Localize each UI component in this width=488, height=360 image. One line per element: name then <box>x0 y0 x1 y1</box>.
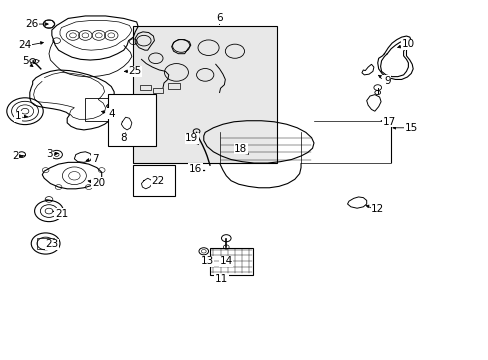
Bar <box>38 238 54 249</box>
Text: 20: 20 <box>92 178 105 188</box>
Bar <box>167 83 180 89</box>
Text: 25: 25 <box>128 66 142 76</box>
Bar <box>209 248 253 275</box>
Text: 1: 1 <box>15 112 21 121</box>
Text: 18: 18 <box>234 144 247 154</box>
Text: 6: 6 <box>216 13 223 23</box>
Text: 26: 26 <box>25 19 39 29</box>
Bar <box>133 26 277 163</box>
Text: 3: 3 <box>45 149 52 158</box>
Bar <box>85 98 116 121</box>
Text: 23: 23 <box>45 239 59 249</box>
Text: 21: 21 <box>55 208 68 219</box>
Text: 8: 8 <box>120 133 127 143</box>
Text: 9: 9 <box>383 76 390 86</box>
Text: 22: 22 <box>151 176 164 186</box>
Text: 4: 4 <box>108 109 114 119</box>
Text: 2: 2 <box>12 151 19 161</box>
Text: 17: 17 <box>382 117 395 127</box>
Bar <box>133 165 175 196</box>
Text: 16: 16 <box>188 164 202 174</box>
Text: 14: 14 <box>219 256 232 266</box>
Bar <box>108 94 156 147</box>
Text: 19: 19 <box>185 133 198 143</box>
Text: 12: 12 <box>370 204 384 214</box>
Bar <box>140 85 150 90</box>
Text: 5: 5 <box>21 56 28 66</box>
Text: 13: 13 <box>200 256 213 266</box>
Bar <box>153 88 163 93</box>
Text: 24: 24 <box>19 40 32 50</box>
Text: 15: 15 <box>404 123 417 133</box>
Text: 10: 10 <box>401 39 414 49</box>
Text: 11: 11 <box>214 274 228 284</box>
Text: 7: 7 <box>91 154 98 164</box>
